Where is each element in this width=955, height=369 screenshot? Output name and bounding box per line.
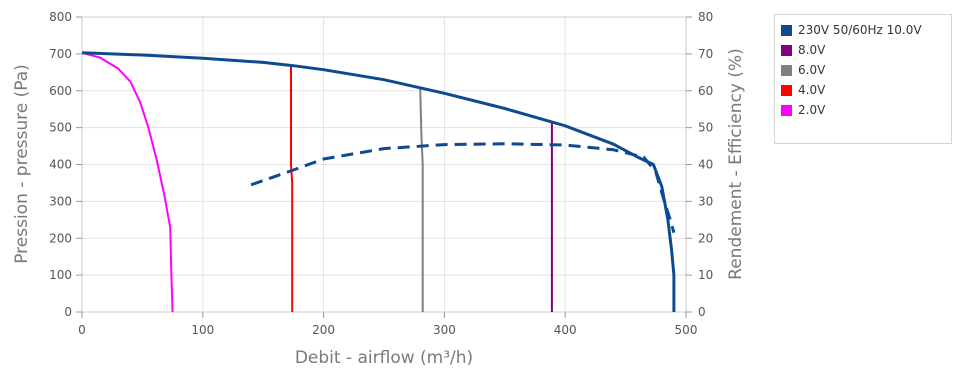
x-axis-title: Debit - airflow (m³/h) [295,348,473,368]
legend-swatch-3 [781,84,792,96]
legend-swatch-4 [781,104,792,116]
legend-swatch-1 [781,44,792,56]
series-line-4-0v [290,65,294,312]
right-axis-ticks: 0 10 20 30 40 50 60 70 80 [686,10,713,319]
legend-label-1: 8.0V [798,43,826,57]
left-tick-label-6: 600 [49,84,72,98]
series-line-6-0v [419,88,424,312]
right-tick-label-8: 80 [698,10,713,24]
right-tick-label-1: 10 [698,268,713,282]
right-tick-label-4: 40 [698,158,713,172]
bottom-tick-label-0: 0 [78,323,86,337]
left-tick-label-8: 800 [49,10,72,24]
bottom-tick-label-3: 300 [433,323,456,337]
efficiency-curve [250,142,676,234]
legend-item-2[interactable]: 6.0V [781,60,951,80]
left-axis-ticks: 0 100 200 300 400 500 600 700 800 [49,10,82,319]
left-tick-label-2: 200 [49,231,72,245]
right-tick-label-3: 30 [698,194,713,208]
y2-axis-title: Rendement - Efficiency (%) [726,48,746,280]
legend-swatch-2 [781,64,792,76]
series-line-2-0v [81,51,174,313]
legend-item-1[interactable]: 8.0V [781,40,951,60]
right-tick-label-7: 70 [698,47,713,61]
legend-item-4[interactable]: 2.0V [781,100,951,120]
bottom-axis-ticks: 0 100 200 300 400 500 [78,312,697,337]
grid-lines [81,16,687,313]
legend-swatch-0 [781,24,792,36]
right-tick-label-6: 60 [698,84,713,98]
right-tick-label-0: 0 [698,305,706,319]
legend-item-0[interactable]: 230V 50/60Hz 10.0V [781,20,951,40]
bottom-tick-label-4: 400 [554,323,577,337]
legend: 230V 50/60Hz 10.0V 8.0V 6.0V 4.0V 2.0V [774,14,952,144]
bottom-tick-label-1: 100 [191,323,214,337]
left-tick-label-4: 400 [49,158,72,172]
bottom-tick-label-5: 500 [675,323,698,337]
series-line-230v-50-60hz-10-0v [81,51,676,312]
left-tick-label-3: 300 [49,194,72,208]
legend-item-3[interactable]: 4.0V [781,80,951,100]
legend-label-4: 2.0V [798,103,826,117]
bottom-tick-label-2: 200 [312,323,335,337]
left-tick-label-0: 0 [64,305,72,319]
left-tick-label-7: 700 [49,47,72,61]
legend-label-3: 4.0V [798,83,826,97]
left-tick-label-5: 500 [49,121,72,135]
legend-label-2: 6.0V [798,63,826,77]
left-tick-label-1: 100 [49,268,72,282]
legend-label-0: 230V 50/60Hz 10.0V [798,23,922,37]
right-tick-label-5: 50 [698,121,713,135]
series-layer [81,51,676,313]
y-axis-title: Pression - pressure (Pa) [12,64,32,264]
right-tick-label-2: 20 [698,231,713,245]
